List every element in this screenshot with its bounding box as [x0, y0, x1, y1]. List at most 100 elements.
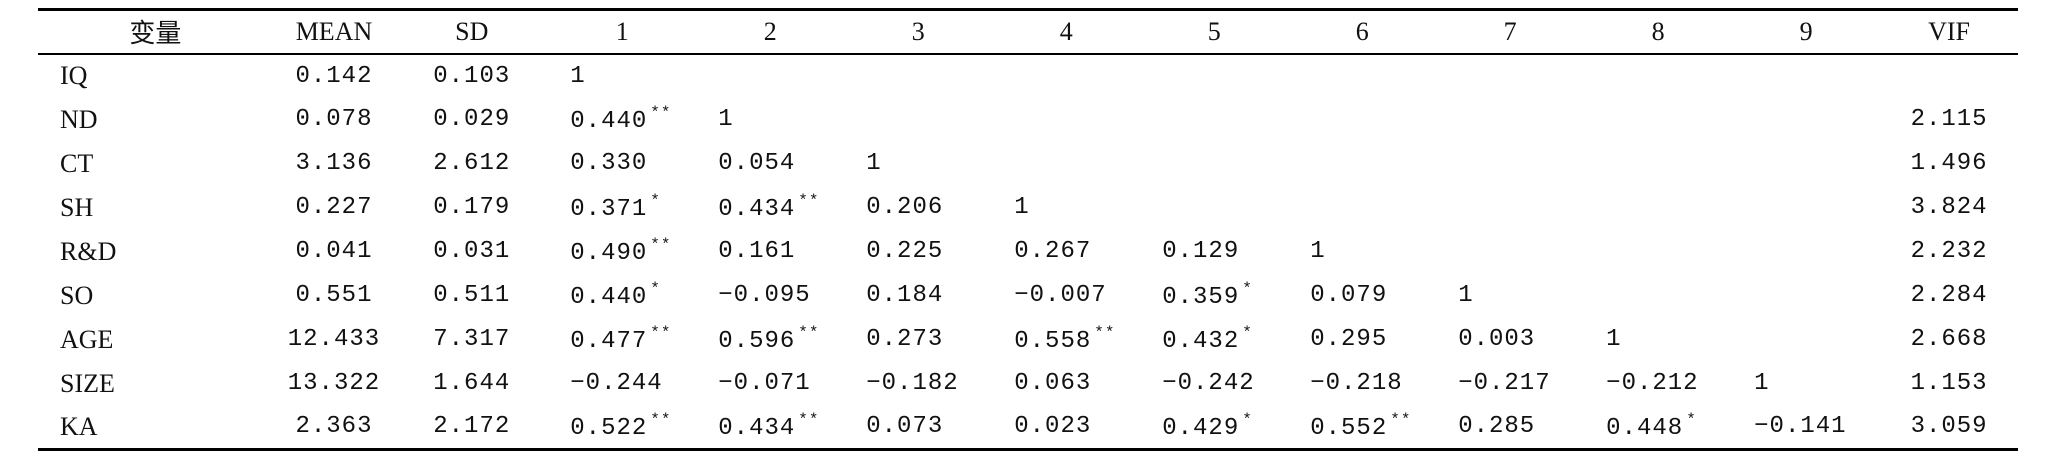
header-row: 变量 MEAN SD 1 2 3 4 5 6 7 8 9 VIF: [38, 9, 2018, 54]
correlation-value: 0.023: [1014, 413, 1092, 441]
column-header: 7: [1503, 16, 1517, 46]
correlation-table: 变量 MEAN SD 1 2 3 4 5 6 7 8 9 VIF IQ 0.142 0.103 1 ND 0.07…: [38, 8, 2018, 451]
correlation-value: 0.371: [570, 196, 648, 223]
significance-mark: **: [650, 411, 672, 430]
column-header: 变量: [129, 19, 182, 49]
correlation-cell: 1: [992, 186, 1140, 230]
mean-value: 0.551: [295, 282, 373, 309]
correlation-value: 0.490: [570, 240, 648, 267]
significance-mark: *: [1686, 411, 1697, 430]
correlation-value: 1: [1310, 238, 1326, 265]
sd-value: 1.644: [433, 370, 511, 397]
correlation-value: 1: [1014, 194, 1030, 221]
correlation-cell: 0.330: [548, 142, 696, 186]
correlation-cell: [1732, 274, 1880, 318]
correlation-cell: 1: [1288, 230, 1436, 274]
significance-mark: **: [650, 236, 672, 254]
correlation-value: 0.267: [1014, 238, 1092, 265]
correlation-cell: [1288, 186, 1436, 230]
correlation-cell: 0.225: [844, 230, 992, 274]
column-header: SD: [455, 16, 489, 46]
correlation-cell: 0.206: [844, 186, 992, 230]
correlation-cell: 1: [1436, 274, 1584, 318]
correlation-cell: [1732, 98, 1880, 142]
correlation-cell: [1584, 98, 1732, 142]
correlation-value: 1: [866, 150, 882, 177]
correlation-cell: 0.273: [844, 318, 992, 362]
correlation-cell: [696, 54, 844, 98]
column-header: 8: [1651, 16, 1665, 46]
correlation-value: −0.218: [1310, 370, 1403, 397]
correlation-cell: −0.007: [992, 274, 1140, 318]
correlation-value: 0.558: [1014, 328, 1092, 355]
correlation-cell: [1584, 274, 1732, 318]
correlation-value: 0.206: [866, 194, 944, 221]
correlation-cell: 1: [1584, 318, 1732, 362]
correlation-cell: [1732, 230, 1880, 274]
correlation-cell: [1436, 98, 1584, 142]
column-header: 2: [763, 16, 777, 46]
correlation-cell: [1732, 186, 1880, 230]
correlation-value: 0.073: [866, 413, 944, 441]
correlation-value: 0.359: [1162, 284, 1240, 311]
correlation-cell: [1436, 54, 1584, 98]
correlation-value: 0.129: [1162, 238, 1240, 265]
mean-value: 12.433: [287, 326, 381, 353]
correlation-value: 0.003: [1458, 326, 1536, 353]
correlation-cell: 0.371 *: [548, 186, 696, 230]
correlation-value: −0.182: [866, 370, 959, 397]
correlation-cell: [1140, 142, 1288, 186]
significance-mark: **: [798, 411, 820, 430]
column-header: 1: [615, 16, 629, 46]
correlation-value: 0.295: [1310, 326, 1388, 353]
sd-value: 7.317: [433, 326, 511, 353]
correlation-cell: −0.244: [548, 362, 696, 406]
correlation-cell: 0.063: [992, 362, 1140, 406]
correlation-cell: 1: [844, 142, 992, 186]
significance-mark: *: [650, 192, 661, 210]
correlation-value: 1: [570, 62, 586, 90]
correlation-value: −0.007: [1014, 282, 1107, 309]
variable-name: KA: [60, 411, 98, 441]
correlation-cell: [1288, 98, 1436, 142]
vif-value: 3.059: [1910, 413, 1988, 441]
mean-value: 0.142: [295, 62, 373, 90]
sd-value: 0.029: [433, 106, 511, 133]
column-header: 9: [1799, 16, 1813, 46]
correlation-value: 0.432: [1162, 328, 1240, 355]
correlation-cell: [1584, 186, 1732, 230]
significance-mark: **: [650, 324, 672, 342]
correlation-value: 0.448: [1606, 415, 1684, 443]
vif-value: [1880, 54, 2018, 98]
correlation-value: 0.161: [718, 238, 796, 265]
table-row: KA 2.363 2.172 0.522 ** 0.434 ** 0.073 0.023 0.42…: [38, 406, 2018, 450]
table-row: AGE 12.433 7.317 0.477 ** 0.596 ** 0.273 0.558 **…: [38, 318, 2018, 362]
correlation-cell: 0.448 *: [1584, 406, 1732, 450]
correlation-value: 0.079: [1310, 282, 1388, 309]
correlation-cell: [844, 54, 992, 98]
correlation-value: 0.184: [866, 282, 944, 309]
correlation-value: 0.596: [718, 328, 796, 355]
correlation-value: −0.242: [1162, 370, 1255, 397]
correlation-value: 0.285: [1458, 413, 1536, 441]
correlation-cell: −0.242: [1140, 362, 1288, 406]
correlation-table-container: 变量 MEAN SD 1 2 3 4 5 6 7 8 9 VIF IQ 0.142 0.103 1 ND 0.07…: [38, 8, 2018, 451]
correlation-value: 0.225: [866, 238, 944, 265]
correlation-value: 1: [1754, 370, 1770, 397]
correlation-cell: [1140, 54, 1288, 98]
correlation-cell: 0.490 **: [548, 230, 696, 274]
table-row: ND 0.078 0.029 0.440 ** 1 2.115: [38, 98, 2018, 142]
correlation-cell: [992, 54, 1140, 98]
significance-mark: **: [1390, 411, 1412, 430]
correlation-cell: 0.440 **: [548, 98, 696, 142]
correlation-cell: [1436, 142, 1584, 186]
correlation-value: 0.434: [718, 415, 796, 443]
correlation-cell: [844, 98, 992, 142]
table-row: CT 3.136 2.612 0.330 0.054 1 1.496: [38, 142, 2018, 186]
correlation-value: 0.063: [1014, 370, 1092, 397]
table-row: SIZE 13.322 1.644 −0.244 −0.071 −0.182 0.063 −0…: [38, 362, 2018, 406]
mean-value: 0.078: [295, 106, 373, 133]
mean-value: 2.363: [295, 413, 373, 441]
correlation-value: 0.429: [1162, 415, 1240, 443]
correlation-value: 0.273: [866, 326, 944, 353]
